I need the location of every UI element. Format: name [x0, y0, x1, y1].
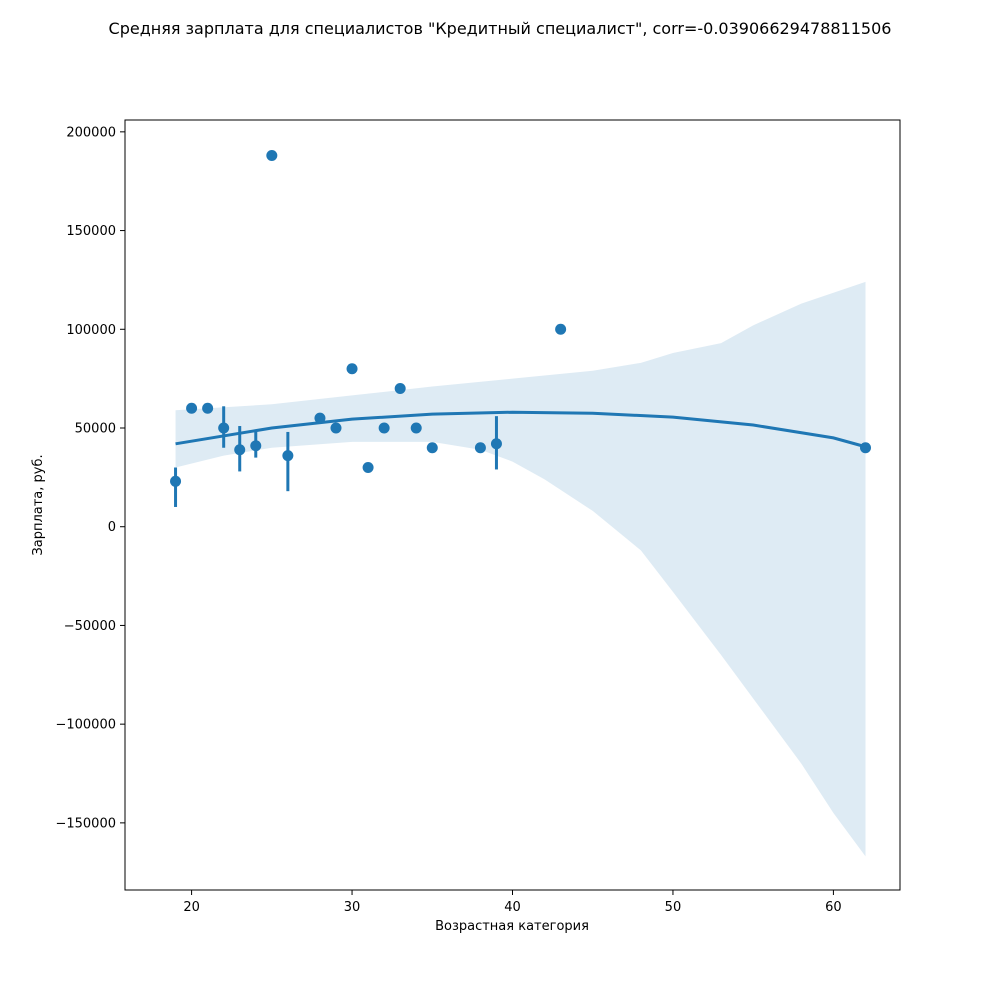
data-point — [378, 422, 390, 434]
x-tick-label: 60 — [825, 900, 842, 915]
y-axis-label: Зарплата, руб. — [31, 454, 46, 555]
data-point — [394, 383, 406, 395]
x-tick-label: 40 — [504, 900, 521, 915]
data-point — [186, 402, 198, 414]
data-point — [860, 442, 872, 454]
data-point — [266, 150, 278, 162]
data-point — [282, 450, 294, 462]
x-tick-label: 50 — [665, 900, 682, 915]
x-tick-label: 20 — [183, 900, 200, 915]
data-point — [250, 440, 262, 452]
data-point — [314, 412, 326, 424]
confidence-band — [175, 281, 866, 857]
x-axis: 20 30 40 50 60 — [183, 890, 842, 915]
y-tick-label: 200000 — [66, 125, 116, 140]
data-point — [346, 363, 358, 375]
x-axis-label: Возрастная категория — [435, 919, 589, 934]
y-tick-label: 50000 — [75, 422, 116, 437]
data-point — [330, 422, 342, 434]
data-point — [410, 422, 422, 434]
data-point — [490, 438, 502, 450]
y-tick-label: 0 — [108, 520, 116, 535]
x-tick-label: 30 — [344, 900, 361, 915]
regression-line — [175, 410, 866, 449]
chart-title: Средняя зарплата для специалистов "Креди… — [109, 19, 892, 38]
y-tick-label: −150000 — [55, 816, 116, 831]
data-point — [474, 442, 486, 454]
data-points — [170, 150, 872, 487]
y-axis: −150000 −100000 −50000 0 50000 100000 150000 20… — [55, 125, 125, 831]
y-tick-label: 150000 — [66, 224, 116, 239]
data-point — [218, 422, 230, 434]
data-point — [362, 461, 374, 473]
y-tick-label: 100000 — [66, 323, 116, 338]
data-point — [555, 323, 567, 335]
data-point — [202, 402, 214, 414]
data-point — [426, 442, 438, 454]
data-point — [170, 475, 182, 487]
y-tick-label: −100000 — [55, 718, 116, 733]
plot-area — [170, 150, 872, 857]
y-tick-label: −50000 — [64, 619, 116, 634]
data-point — [234, 444, 246, 456]
